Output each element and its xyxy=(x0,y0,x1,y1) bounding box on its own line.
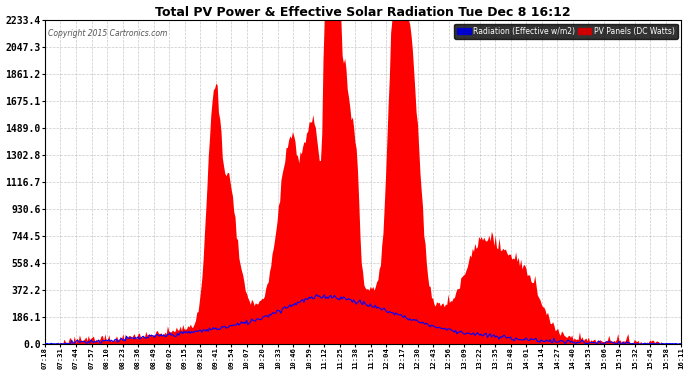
Legend: Radiation (Effective w/m2), PV Panels (DC Watts): Radiation (Effective w/m2), PV Panels (D… xyxy=(454,24,678,39)
Title: Total PV Power & Effective Solar Radiation Tue Dec 8 16:12: Total PV Power & Effective Solar Radiati… xyxy=(155,6,571,18)
Text: Copyright 2015 Cartronics.com: Copyright 2015 Cartronics.com xyxy=(48,30,168,39)
